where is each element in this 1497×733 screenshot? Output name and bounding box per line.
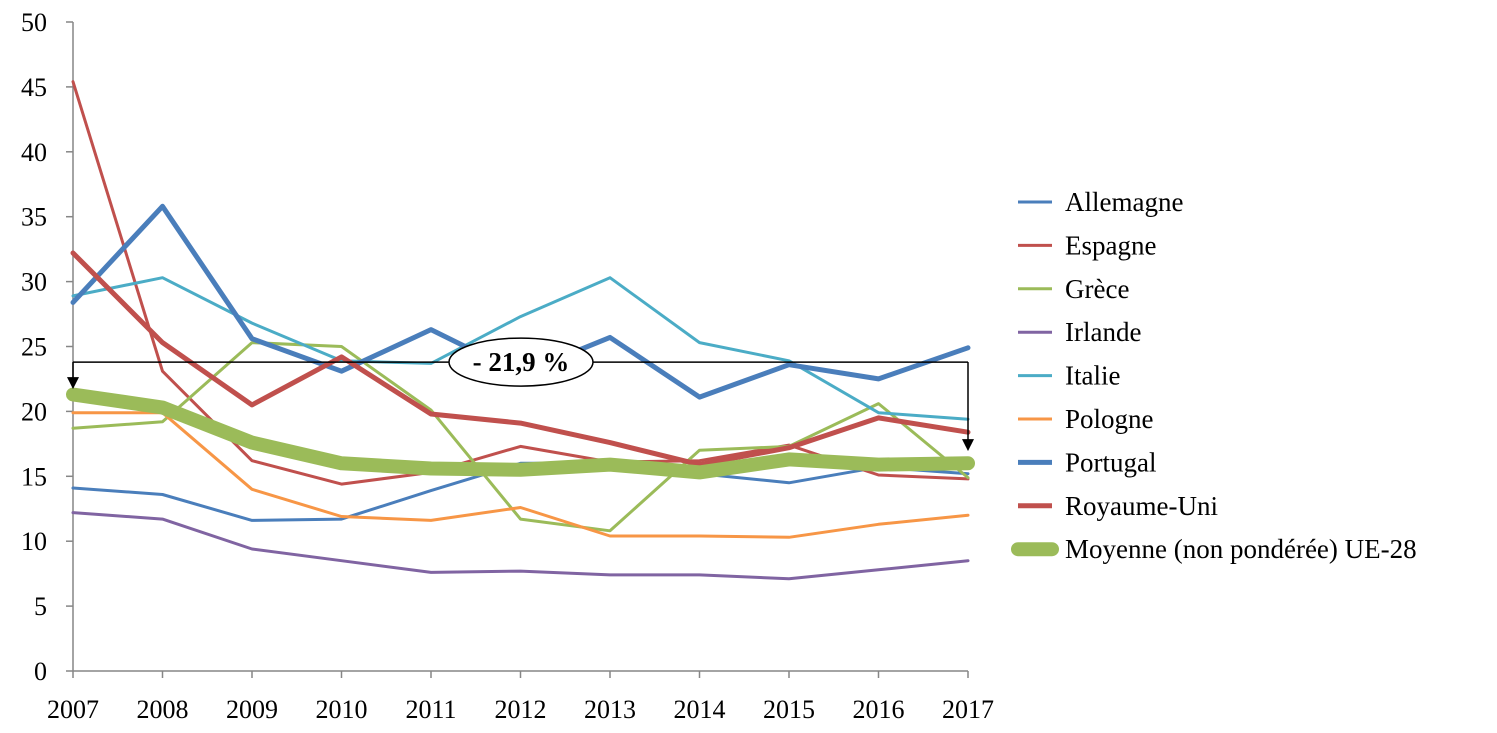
y-tick-label: 15 (21, 462, 47, 491)
legend: Allemagne Espagne Grèce Irlande Italie Pologn… (1011, 187, 1417, 564)
axes: 0 5 10 15 20 25 30 35 40 45 50 2007 2008 2009 2010 2011… (21, 8, 994, 724)
x-tick-label: 2015 (763, 695, 815, 724)
x-tick-label: 2013 (584, 695, 636, 724)
x-tick-label: 2010 (316, 695, 368, 724)
x-tick-label: 2011 (405, 695, 456, 724)
x-tick-label: 2017 (942, 695, 994, 724)
legend-label-moyenne-non-ponderee-ue-28: Moyenne (non pondérée) UE-28 (1065, 534, 1417, 564)
legend-label-portugal: Portugal (1065, 447, 1157, 477)
x-tick-label: 2012 (495, 695, 547, 724)
y-tick-label: 20 (21, 397, 47, 426)
y-tick-label: 40 (21, 138, 47, 167)
x-tick-label: 2008 (137, 695, 189, 724)
legend-label-espagne: Espagne (1065, 230, 1156, 260)
series-line-grece (71, 341, 970, 533)
legend-label-grece: Grèce (1065, 274, 1129, 304)
legend-label-irlande: Irlande (1065, 317, 1141, 347)
legend-label-allemagne: Allemagne (1065, 187, 1183, 217)
legend-label-pologne: Pologne (1065, 404, 1154, 434)
legend-label-royaume-uni: Royaume-Uni (1065, 491, 1218, 521)
change-annotation: - 21,9 % (67, 337, 974, 452)
series-line-italie (71, 276, 970, 421)
series-lines (66, 80, 975, 581)
series-line-irlande (71, 511, 970, 581)
series-line-moyenne-non-ponderee-ue-28 (66, 387, 975, 480)
y-tick-label: 5 (34, 592, 47, 621)
annotation-label: - 21,9 % (473, 347, 570, 377)
x-tick-label: 2009 (226, 695, 278, 724)
y-tick-label: 35 (21, 203, 47, 232)
y-tick-label: 50 (21, 8, 47, 37)
y-tick-label: 45 (21, 73, 47, 102)
y-tick-label: 30 (21, 268, 47, 297)
y-tick-label: 25 (21, 333, 47, 362)
series-line-royaume-uni (70, 250, 971, 468)
x-tick-label: 2007 (47, 695, 99, 724)
y-tick-label: 0 (34, 657, 47, 686)
y-tick-label: 10 (21, 527, 47, 556)
series-line-pologne (71, 411, 970, 539)
x-tick-label: 2016 (853, 695, 905, 724)
x-tick-label: 2014 (674, 695, 726, 724)
annotation-ellipse (448, 337, 594, 387)
legend-label-italie: Italie (1065, 361, 1120, 391)
